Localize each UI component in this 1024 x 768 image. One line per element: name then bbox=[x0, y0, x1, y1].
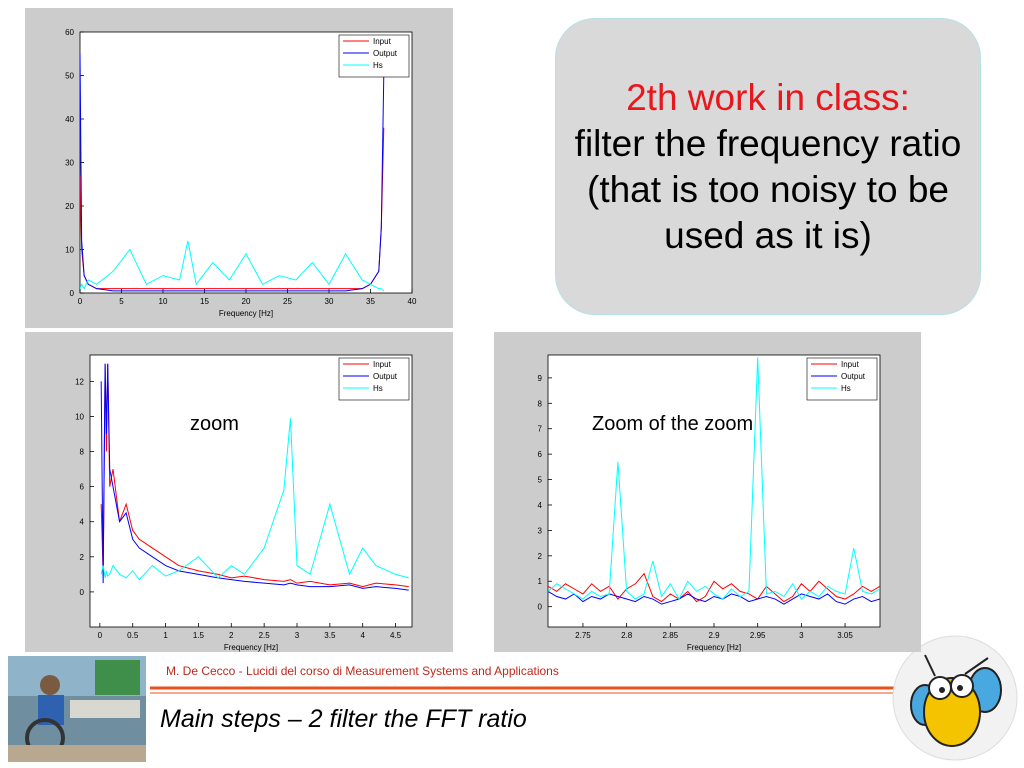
y-tick-label: 1 bbox=[538, 577, 543, 586]
y-tick-label: 2 bbox=[80, 553, 85, 562]
x-tick-label: 5 bbox=[119, 297, 124, 306]
x-tick-label: 2.95 bbox=[750, 631, 766, 640]
y-tick-label: 3 bbox=[538, 526, 543, 535]
series-line bbox=[548, 572, 880, 603]
x-tick-label: 40 bbox=[408, 297, 417, 306]
series-line bbox=[100, 363, 409, 591]
legend-label: Input bbox=[373, 37, 392, 46]
y-tick-label: 8 bbox=[80, 448, 85, 457]
series-line bbox=[80, 240, 385, 292]
x-tick-label: 2.9 bbox=[708, 631, 720, 640]
callout: 2th work in class: filter the frequency r… bbox=[555, 18, 981, 315]
footer-title: Main steps – 2 filter the FFT ratio bbox=[160, 705, 527, 733]
y-tick-label: 6 bbox=[80, 483, 85, 492]
y-tick-label: 50 bbox=[65, 72, 74, 81]
legend-label: Hs bbox=[373, 61, 383, 70]
legend-label: Output bbox=[841, 372, 866, 381]
x-tick-label: 3.05 bbox=[837, 631, 853, 640]
legend-label: Output bbox=[373, 372, 398, 381]
callout-body: filter the frequency ratio (that is too … bbox=[574, 122, 962, 256]
y-tick-label: 30 bbox=[65, 159, 74, 168]
plot-data bbox=[100, 363, 409, 591]
x-tick-label: 25 bbox=[283, 297, 292, 306]
x-tick-label: 20 bbox=[242, 297, 251, 306]
legend-label: Output bbox=[373, 49, 398, 58]
y-tick-label: 2 bbox=[538, 552, 543, 561]
y-tick-label: 0 bbox=[538, 603, 543, 612]
x-axis-label: Frequency [Hz] bbox=[219, 309, 273, 318]
plot-data bbox=[80, 53, 385, 292]
chart: 0 5 10 15 20 25 30 35 40 0 10 20 30 40 50 60 Frequency [… bbox=[25, 8, 453, 328]
y-tick-label: 10 bbox=[65, 246, 74, 255]
y-tick-label: 5 bbox=[538, 476, 543, 485]
legend-box bbox=[338, 34, 410, 78]
y-tick-label: 8 bbox=[538, 399, 543, 408]
y-tick-label: 7 bbox=[538, 425, 543, 434]
y-tick-label: 6 bbox=[538, 450, 543, 459]
x-tick-label: 2.8 bbox=[621, 631, 633, 640]
series-line bbox=[100, 418, 409, 581]
y-tick-label: 4 bbox=[80, 518, 85, 527]
series-line bbox=[548, 357, 880, 601]
x-tick-label: 15 bbox=[200, 297, 209, 306]
photo bbox=[8, 656, 146, 762]
x-tick-label: 4.5 bbox=[390, 631, 402, 640]
y-tick-label: 9 bbox=[538, 374, 543, 383]
x-tick-label: 2.5 bbox=[259, 631, 271, 640]
x-tick-label: 0.5 bbox=[127, 631, 139, 640]
mascot bbox=[892, 635, 1018, 761]
series-line bbox=[548, 590, 880, 605]
plot-area bbox=[79, 31, 413, 294]
annotation: zoom bbox=[190, 413, 239, 435]
x-tick-label: 3 bbox=[799, 631, 804, 640]
legend-label: Input bbox=[841, 360, 860, 369]
x-tick-label: 3 bbox=[295, 631, 300, 640]
legend-box bbox=[806, 357, 878, 401]
plot-data bbox=[548, 357, 880, 605]
footer-credit: M. De Cecco - Lucidi del corso di Measur… bbox=[166, 664, 559, 678]
x-tick-label: 30 bbox=[325, 297, 334, 306]
y-tick-label: 12 bbox=[75, 377, 84, 386]
chart: 2.75 2.8 2.85 2.9 2.95 3 3.05 0 1 2 3 4 5 6 7 8 9 Frequen… bbox=[494, 332, 921, 652]
x-tick-label: 35 bbox=[366, 297, 375, 306]
series-line bbox=[80, 53, 385, 292]
y-tick-label: 40 bbox=[65, 115, 74, 124]
x-tick-label: 0 bbox=[98, 631, 103, 640]
y-tick-label: 10 bbox=[75, 412, 84, 421]
chart: 0 0.5 1 1.5 2 2.5 3 3.5 4 4.5 0 2 4 6 8 10 12 Frequency [… bbox=[25, 332, 453, 652]
x-tick-label: 2 bbox=[229, 631, 234, 640]
legend-label: Hs bbox=[841, 384, 851, 393]
x-tick-label: 2.75 bbox=[575, 631, 591, 640]
callout-text: 2th work in class: filter the frequency r… bbox=[574, 75, 962, 259]
annotation: Zoom of the zoom bbox=[592, 413, 753, 435]
x-axis-label: Frequency [Hz] bbox=[687, 643, 741, 652]
x-tick-label: 0 bbox=[78, 297, 83, 306]
legend-label: Input bbox=[373, 360, 392, 369]
y-tick-label: 60 bbox=[65, 28, 74, 37]
y-tick-label: 20 bbox=[65, 202, 74, 211]
x-tick-label: 1 bbox=[163, 631, 168, 640]
x-tick-label: 2.85 bbox=[663, 631, 679, 640]
y-tick-label: 0 bbox=[80, 588, 85, 597]
y-tick-label: 4 bbox=[538, 501, 543, 510]
callout-highlight: 2th work in class: bbox=[626, 76, 910, 118]
x-tick-label: 3.5 bbox=[324, 631, 336, 640]
legend-label: Hs bbox=[373, 384, 383, 393]
legend-box bbox=[338, 357, 410, 401]
x-tick-label: 10 bbox=[159, 297, 168, 306]
y-tick-label: 0 bbox=[70, 289, 75, 298]
x-tick-label: 4 bbox=[360, 631, 365, 640]
x-axis-label: Frequency [Hz] bbox=[224, 643, 278, 652]
x-tick-label: 1.5 bbox=[193, 631, 205, 640]
